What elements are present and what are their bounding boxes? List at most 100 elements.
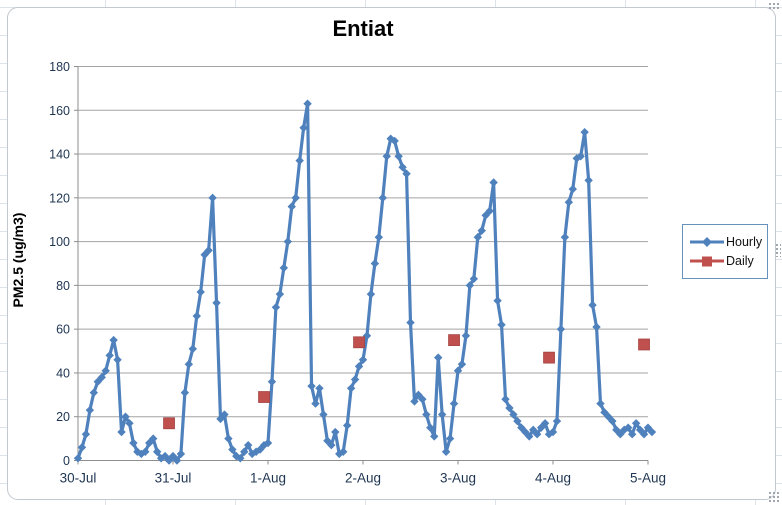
- hourly-point-marker[interactable]: [434, 353, 443, 362]
- hourly-point-marker[interactable]: [145, 438, 154, 448]
- hourly-point-marker[interactable]: [596, 399, 605, 408]
- hourly-point-marker[interactable]: [422, 410, 431, 419]
- hourly-point-marker[interactable]: [410, 397, 419, 406]
- hourly-point-marker[interactable]: [366, 289, 376, 299]
- hourly-point-marker[interactable]: [556, 324, 566, 334]
- hourly-point-marker[interactable]: [172, 456, 182, 465]
- hourly-point-marker[interactable]: [212, 298, 221, 308]
- hourly-point-marker[interactable]: [529, 425, 538, 435]
- hourly-point-marker[interactable]: [493, 296, 502, 305]
- hourly-point-marker[interactable]: [271, 303, 281, 312]
- hourly-point-marker[interactable]: [342, 421, 352, 430]
- daily-point-marker[interactable]: [163, 417, 175, 430]
- hourly-point-marker[interactable]: [354, 362, 364, 371]
- hourly-point-marker[interactable]: [85, 405, 95, 415]
- hourly-point-marker[interactable]: [303, 99, 312, 108]
- hourly-point-marker[interactable]: [509, 410, 518, 419]
- hourly-point-marker[interactable]: [339, 447, 348, 456]
- hourly-point-marker[interactable]: [109, 335, 118, 345]
- hourly-point-marker[interactable]: [295, 156, 304, 165]
- hourly-point-marker[interactable]: [370, 259, 380, 268]
- hourly-point-marker[interactable]: [513, 416, 522, 426]
- hourly-point-marker[interactable]: [457, 359, 467, 369]
- hourly-point-marker[interactable]: [283, 237, 292, 246]
- hourly-point-marker[interactable]: [477, 226, 486, 235]
- hourly-point-marker[interactable]: [315, 384, 324, 393]
- hourly-point-marker[interactable]: [540, 419, 550, 428]
- hourly-point-marker[interactable]: [105, 351, 114, 360]
- hourly-point-marker[interactable]: [639, 430, 649, 439]
- hourly-point-marker[interactable]: [224, 434, 233, 443]
- chart-resize-handle-bottom-right[interactable]: [768, 491, 780, 503]
- hourly-point-marker[interactable]: [473, 233, 482, 242]
- hourly-point-marker[interactable]: [437, 410, 447, 419]
- hourly-point-marker[interactable]: [525, 432, 534, 441]
- hourly-point-marker[interactable]: [291, 193, 300, 203]
- hourly-point-marker[interactable]: [299, 123, 308, 132]
- hourly-point-marker[interactable]: [647, 427, 657, 437]
- hourly-point-marker[interactable]: [89, 388, 99, 397]
- hourly-point-marker[interactable]: [517, 423, 526, 432]
- hourly-point-marker[interactable]: [152, 447, 162, 456]
- daily-point-marker[interactable]: [353, 336, 365, 349]
- hourly-point-marker[interactable]: [568, 184, 577, 194]
- hourly-point-marker[interactable]: [81, 430, 91, 439]
- hourly-point-marker[interactable]: [149, 434, 158, 443]
- hourly-point-marker[interactable]: [465, 281, 475, 290]
- hourly-point-marker[interactable]: [240, 447, 249, 456]
- hourly-point-marker[interactable]: [77, 443, 87, 452]
- hourly-point-marker[interactable]: [319, 410, 328, 419]
- hourly-point-marker[interactable]: [279, 263, 289, 273]
- hourly-point-marker[interactable]: [129, 438, 138, 448]
- hourly-point-marker[interactable]: [600, 408, 609, 417]
- daily-point-marker[interactable]: [638, 338, 650, 351]
- hourly-point-marker[interactable]: [580, 127, 589, 137]
- hourly-point-marker[interactable]: [184, 359, 194, 369]
- daily-point-marker[interactable]: [543, 351, 555, 364]
- hourly-point-marker[interactable]: [501, 395, 510, 404]
- hourly-point-marker[interactable]: [244, 440, 253, 450]
- hourly-point-marker[interactable]: [113, 355, 122, 365]
- daily-point-marker[interactable]: [258, 391, 270, 403]
- hourly-point-marker[interactable]: [631, 419, 641, 428]
- hourly-point-marker[interactable]: [624, 423, 633, 432]
- hourly-point-marker[interactable]: [469, 274, 479, 284]
- hourly-point-marker[interactable]: [133, 447, 142, 456]
- hourly-point-marker[interactable]: [453, 366, 463, 375]
- hourly-point-marker[interactable]: [390, 136, 399, 146]
- hourly-point-marker[interactable]: [180, 388, 190, 397]
- legend-item-hourly[interactable]: Hourly: [689, 235, 767, 249]
- hourly-point-marker[interactable]: [532, 430, 542, 439]
- hourly-point-marker[interactable]: [485, 206, 494, 216]
- chart-object[interactable]: [7, 7, 776, 500]
- hourly-point-marker[interactable]: [406, 318, 415, 327]
- hourly-point-marker[interactable]: [141, 447, 150, 456]
- hourly-point-marker[interactable]: [307, 381, 316, 391]
- hourly-point-marker[interactable]: [418, 395, 427, 404]
- hourly-point-marker[interactable]: [445, 434, 455, 443]
- hourly-point-marker[interactable]: [188, 344, 197, 354]
- hourly-point-marker[interactable]: [121, 412, 130, 421]
- hourly-point-marker[interactable]: [117, 427, 126, 437]
- hourly-point-marker[interactable]: [263, 438, 273, 448]
- hourly-point-marker[interactable]: [627, 430, 637, 439]
- hourly-point-marker[interactable]: [635, 425, 645, 435]
- legend-item-daily[interactable]: Daily: [689, 254, 767, 268]
- hourly-point-marker[interactable]: [236, 454, 245, 463]
- hourly-series-line[interactable]: [76, 102, 654, 463]
- hourly-point-marker[interactable]: [497, 320, 506, 329]
- hourly-point-marker[interactable]: [612, 425, 621, 435]
- hourly-point-marker[interactable]: [101, 366, 110, 375]
- hourly-point-marker[interactable]: [97, 373, 106, 382]
- daily-point-marker[interactable]: [448, 334, 460, 346]
- hourly-point-marker[interactable]: [564, 198, 574, 207]
- hourly-point-marker[interactable]: [489, 178, 498, 187]
- hourly-point-marker[interactable]: [204, 246, 213, 255]
- hourly-point-marker[interactable]: [430, 432, 439, 441]
- hourly-point-marker[interactable]: [505, 403, 514, 413]
- hourly-point-marker[interactable]: [192, 311, 201, 321]
- hourly-point-marker[interactable]: [378, 193, 387, 203]
- hourly-point-marker[interactable]: [125, 419, 134, 428]
- hourly-point-marker[interactable]: [576, 152, 585, 161]
